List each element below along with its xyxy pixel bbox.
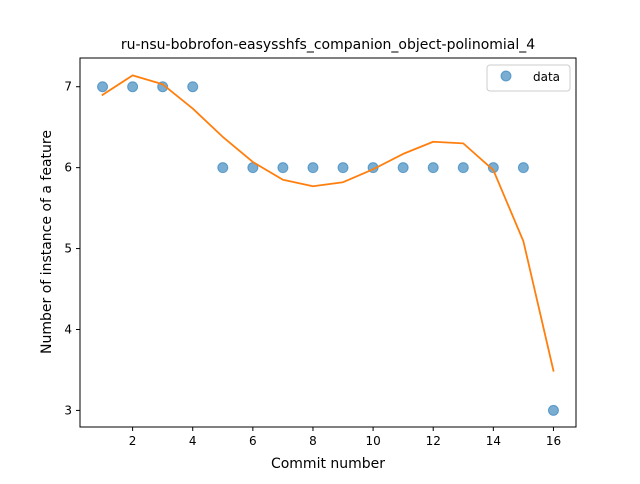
data-point: [127, 81, 139, 93]
y-tick-label: 3: [64, 403, 72, 417]
y-tick-label: 6: [64, 161, 72, 175]
y-tick-label: 4: [64, 322, 72, 336]
x-tick-label: 14: [486, 434, 501, 448]
data-point: [337, 162, 349, 174]
series-layer: [97, 74, 559, 416]
data-point: [217, 162, 229, 174]
x-tick-label: 16: [546, 434, 561, 448]
plot-frame: [79, 57, 577, 428]
y-axis-label: Number of instance of a feature: [39, 130, 55, 354]
data-point: [547, 404, 559, 416]
data-point: [97, 81, 109, 93]
data-point: [307, 162, 319, 174]
legend-label-data: data: [533, 70, 560, 84]
chart-title: ru-nsu-bobrofon-easysshfs_companion_obje…: [121, 37, 535, 53]
data-point: [427, 162, 439, 174]
legend: data: [486, 64, 571, 92]
x-tick-label: 10: [365, 434, 380, 448]
data-point: [457, 162, 469, 174]
data-point: [277, 162, 289, 174]
legend-marker-data: [500, 70, 512, 82]
y-tick-label: 7: [64, 80, 72, 94]
y-tick-label: 5: [64, 242, 72, 256]
data-point: [187, 81, 199, 93]
data-point: [517, 162, 529, 174]
fit-line: [101, 74, 555, 372]
y-axis-ticks: 3 4 5 6 7: [64, 80, 80, 417]
x-tick-label: 2: [129, 434, 137, 448]
data-point: [397, 162, 409, 174]
x-tick-label: 4: [189, 434, 197, 448]
x-axis-label: Commit number: [271, 456, 385, 472]
x-tick-label: 8: [309, 434, 317, 448]
x-tick-label: 6: [249, 434, 257, 448]
x-axis-ticks: 2 4 6 8 10 12 14 16: [129, 427, 561, 448]
x-tick-label: 12: [426, 434, 441, 448]
data-point: [487, 162, 499, 174]
